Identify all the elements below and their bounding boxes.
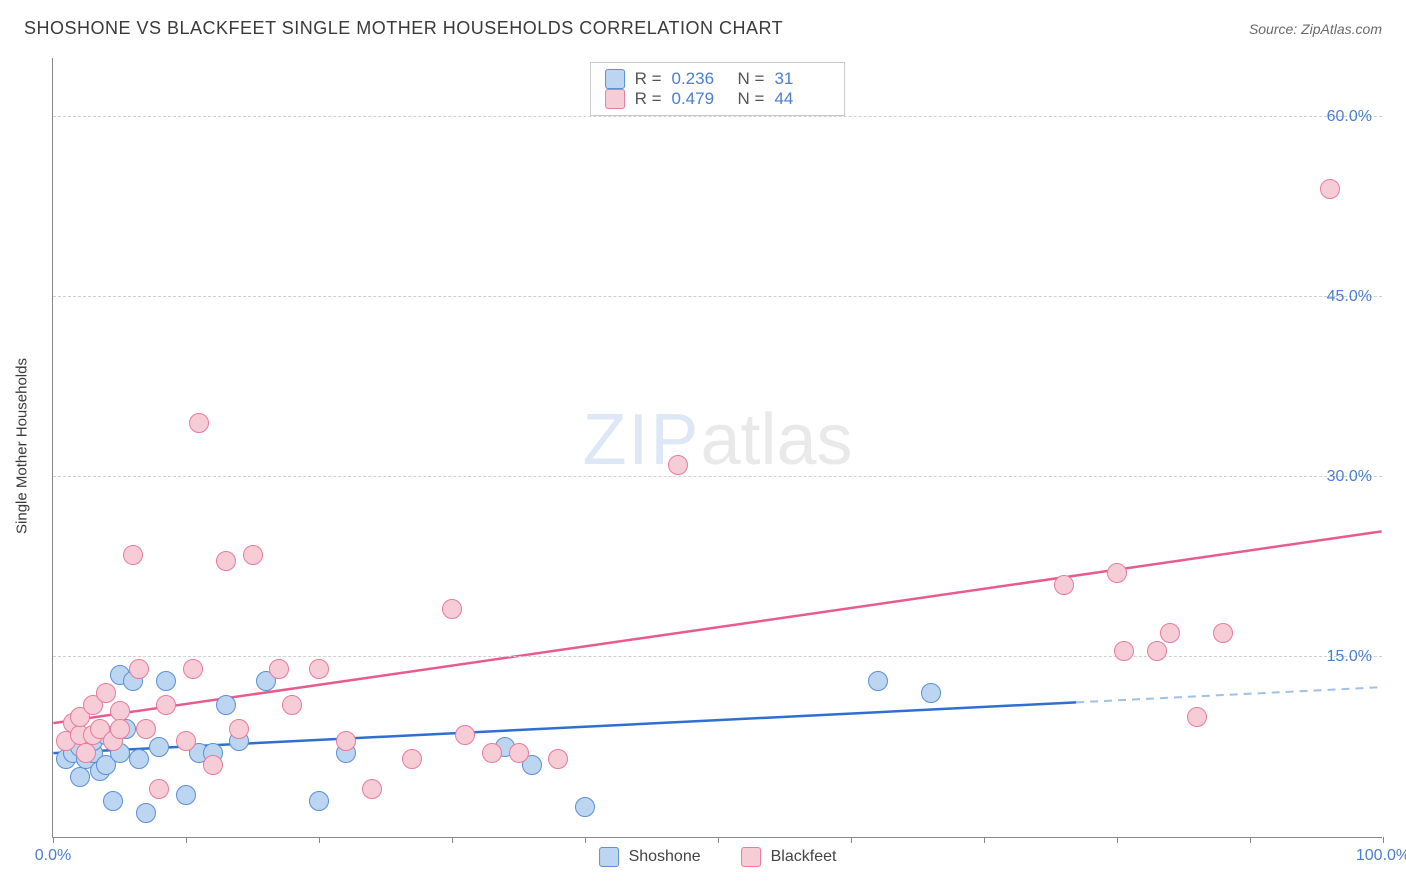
- y-tick-label: 60.0%: [1327, 108, 1372, 126]
- shoshone-point: [129, 749, 149, 769]
- series-legend: Shoshone Blackfeet: [599, 847, 837, 867]
- x-tick-label: 100.0%: [1356, 847, 1406, 865]
- blackfeet-label: Blackfeet: [771, 848, 837, 866]
- chart-title: SHOSHONE VS BLACKFEET SINGLE MOTHER HOUS…: [24, 18, 783, 39]
- legend-item-shoshone: Shoshone: [599, 847, 701, 867]
- shoshone-point: [70, 767, 90, 787]
- blackfeet-point: [229, 719, 249, 739]
- blackfeet-point: [203, 755, 223, 775]
- blackfeet-point: [189, 413, 209, 433]
- shoshone-point: [921, 683, 941, 703]
- shoshone-point: [103, 791, 123, 811]
- blackfeet-point: [1187, 707, 1207, 727]
- blackfeet-point: [243, 545, 263, 565]
- gridline: [53, 116, 1382, 117]
- correlation-legend: R = 0.236 N = 31 R = 0.479 N = 44: [590, 62, 846, 116]
- blackfeet-point: [1320, 179, 1340, 199]
- y-tick-label: 45.0%: [1327, 288, 1372, 306]
- blackfeet-point: [110, 719, 130, 739]
- shoshone-label: Shoshone: [629, 848, 701, 866]
- x-tick: [984, 837, 985, 843]
- blackfeet-point: [1054, 575, 1074, 595]
- shoshone-point: [136, 803, 156, 823]
- shoshone-point: [149, 737, 169, 757]
- n-label: N =: [738, 69, 765, 89]
- x-tick: [452, 837, 453, 843]
- y-axis-title: Single Mother Households: [14, 358, 31, 534]
- source-attribution: Source: ZipAtlas.com: [1249, 21, 1382, 37]
- scatter-plot: ZIPatlas R = 0.236 N = 31 R = 0.479 N = …: [52, 58, 1382, 838]
- legend-item-blackfeet: Blackfeet: [741, 847, 837, 867]
- r-label: R =: [635, 89, 662, 109]
- x-tick: [851, 837, 852, 843]
- blackfeet-point: [1114, 641, 1134, 661]
- blackfeet-point: [269, 659, 289, 679]
- blackfeet-point: [668, 455, 688, 475]
- blackfeet-point: [509, 743, 529, 763]
- x-tick: [1383, 837, 1384, 843]
- r-label: R =: [635, 69, 662, 89]
- shoshone-point: [868, 671, 888, 691]
- blackfeet-point: [156, 695, 176, 715]
- blackfeet-point: [129, 659, 149, 679]
- blackfeet-point: [1213, 623, 1233, 643]
- x-tick: [1117, 837, 1118, 843]
- blackfeet-point: [1147, 641, 1167, 661]
- blackfeet-point: [110, 701, 130, 721]
- blackfeet-r-value: 0.479: [672, 89, 728, 109]
- watermark: ZIPatlas: [582, 398, 852, 480]
- gridline: [53, 296, 1382, 297]
- y-tick-label: 15.0%: [1327, 648, 1372, 666]
- blackfeet-point: [309, 659, 329, 679]
- x-tick: [186, 837, 187, 843]
- blackfeet-point: [548, 749, 568, 769]
- blackfeet-n-value: 44: [774, 89, 830, 109]
- shoshone-point: [156, 671, 176, 691]
- blackfeet-point: [442, 599, 462, 619]
- shoshone-point: [309, 791, 329, 811]
- y-tick-label: 30.0%: [1327, 468, 1372, 486]
- blackfeet-point: [362, 779, 382, 799]
- blackfeet-point: [96, 683, 116, 703]
- x-tick: [585, 837, 586, 843]
- blackfeet-swatch: [605, 89, 625, 109]
- shoshone-point: [216, 695, 236, 715]
- shoshone-point: [176, 785, 196, 805]
- shoshone-point: [575, 797, 595, 817]
- blackfeet-point: [136, 719, 156, 739]
- legend-row-blackfeet: R = 0.479 N = 44: [605, 89, 831, 109]
- legend-row-shoshone: R = 0.236 N = 31: [605, 69, 831, 89]
- blackfeet-point: [455, 725, 475, 745]
- shoshone-swatch: [599, 847, 619, 867]
- x-tick: [53, 837, 54, 843]
- blackfeet-point: [1107, 563, 1127, 583]
- blackfeet-point: [482, 743, 502, 763]
- gridline: [53, 656, 1382, 657]
- gridline: [53, 476, 1382, 477]
- blackfeet-point: [123, 545, 143, 565]
- n-label: N =: [738, 89, 765, 109]
- x-tick: [319, 837, 320, 843]
- blackfeet-point: [176, 731, 196, 751]
- blackfeet-point: [216, 551, 236, 571]
- blackfeet-point: [76, 743, 96, 763]
- x-tick: [1250, 837, 1251, 843]
- blackfeet-point: [336, 731, 356, 751]
- blackfeet-point: [1160, 623, 1180, 643]
- blackfeet-point: [149, 779, 169, 799]
- x-tick-label: 0.0%: [35, 847, 71, 865]
- blackfeet-point: [282, 695, 302, 715]
- blackfeet-swatch: [741, 847, 761, 867]
- trend-lines: [53, 58, 1382, 837]
- x-tick: [718, 837, 719, 843]
- shoshone-n-value: 31: [774, 69, 830, 89]
- shoshone-swatch: [605, 69, 625, 89]
- shoshone-r-value: 0.236: [672, 69, 728, 89]
- blackfeet-point: [402, 749, 422, 769]
- blackfeet-point: [183, 659, 203, 679]
